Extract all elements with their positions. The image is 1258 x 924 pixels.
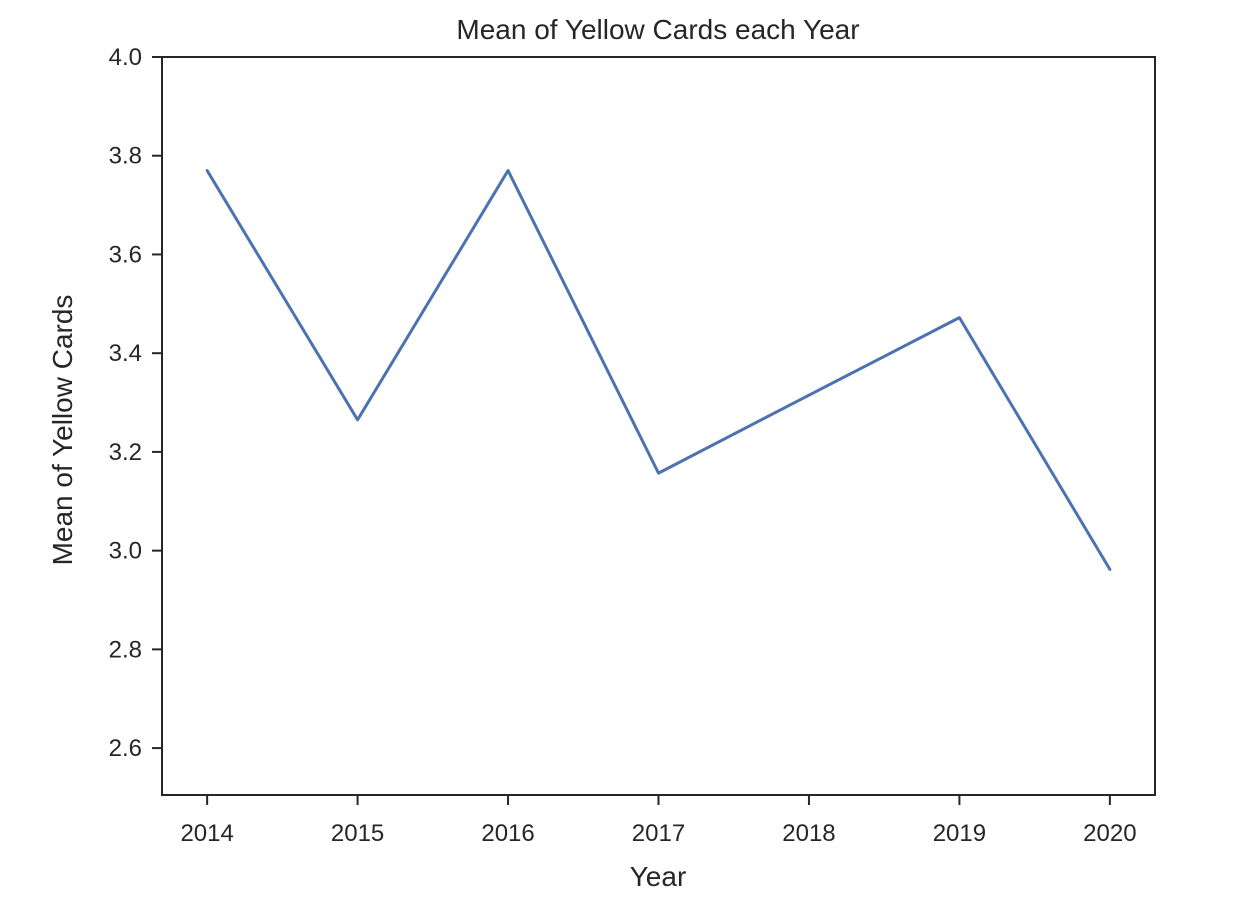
y-tick-label: 3.8 xyxy=(109,143,142,170)
x-tick-label: 2019 xyxy=(933,820,986,847)
y-axis-ticks: 2.6 2.8 3.0 3.2 3.4 3.6 3.8 4.0 xyxy=(109,44,162,762)
y-tick-label: 3.4 xyxy=(109,340,142,367)
x-tick-label: 2017 xyxy=(632,820,685,847)
y-tick-label: 3.6 xyxy=(109,241,142,268)
x-axis-ticks: 2014 2015 2016 2017 2018 2019 2020 xyxy=(180,795,1137,847)
x-tick-label: 2020 xyxy=(1083,820,1136,847)
plot-area xyxy=(161,56,1156,796)
y-tick-label: 4.0 xyxy=(109,44,142,71)
x-axis-label: Year xyxy=(630,861,687,892)
y-tick-label: 2.6 xyxy=(109,735,142,762)
x-tick-label: 2015 xyxy=(331,820,384,847)
plot-frame xyxy=(161,56,1156,796)
chart-title: Mean of Yellow Cards each Year xyxy=(456,14,859,45)
y-tick-label: 2.8 xyxy=(109,636,142,663)
y-axis-label: Mean of Yellow Cards xyxy=(47,295,78,566)
x-tick-label: 2014 xyxy=(180,820,233,847)
series-line xyxy=(205,169,1112,571)
x-tick-label: 2016 xyxy=(481,820,534,847)
x-tick-label: 2018 xyxy=(782,820,835,847)
y-tick-label: 3.2 xyxy=(109,439,142,466)
y-tick-label: 3.0 xyxy=(109,538,142,565)
